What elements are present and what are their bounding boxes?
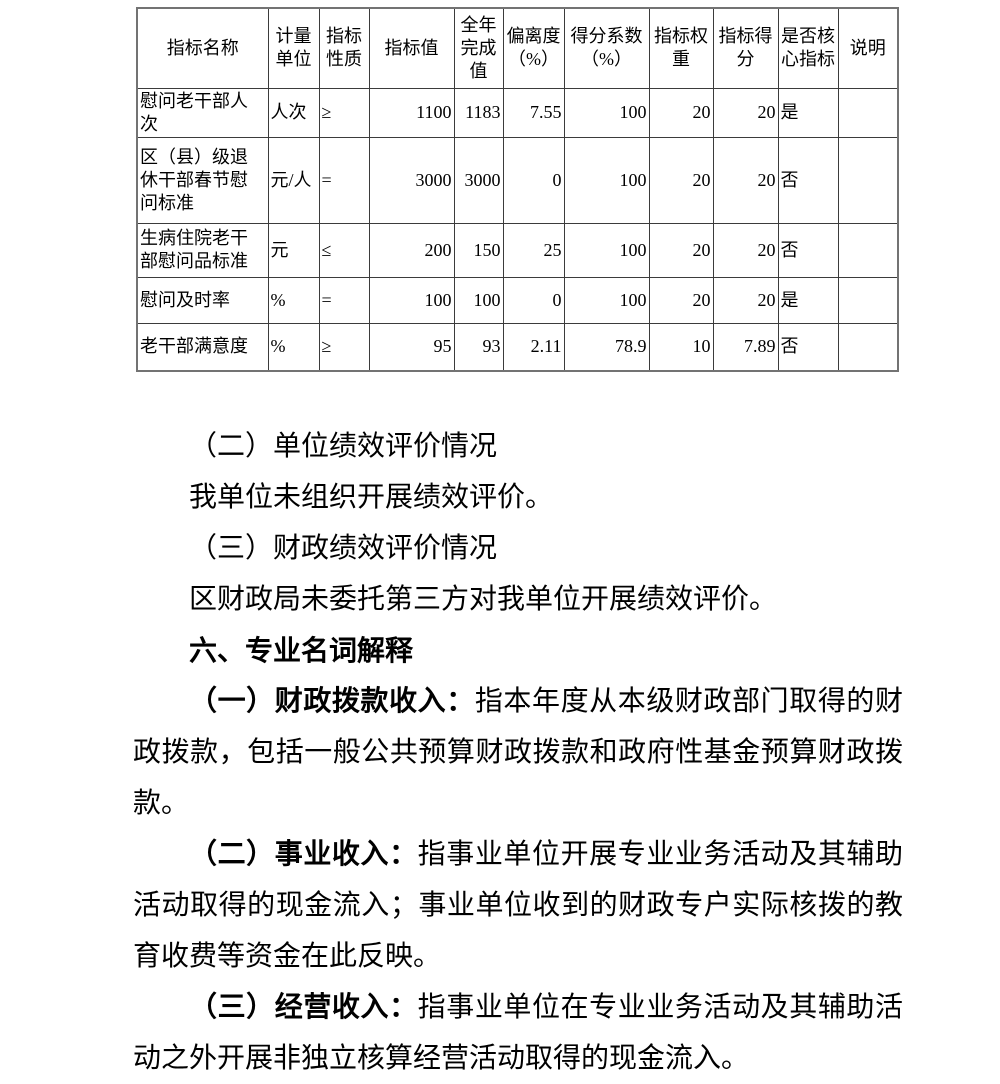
table-header-row: 指标名称 计量单位 指标性质 指标值 全年完成值 偏离度（%） 得分系数（%） … xyxy=(136,7,899,89)
column-header-note: 说明 xyxy=(837,7,899,89)
table-row: 老干部满意度 % ≥ 95 93 2.11 78.9 10 7.89 否 xyxy=(136,322,899,372)
document-body: （二）单位绩效评价情况 我单位未组织开展绩效评价。 （三）财政绩效评价情况 区财… xyxy=(133,421,903,1084)
cell-nature: ≥ xyxy=(318,87,370,138)
column-header-annual-completion: 全年完成值 xyxy=(453,7,504,89)
cell-core-indicator: 否 xyxy=(777,136,839,224)
table-row: 慰问及时率 % = 100 100 0 100 20 20 是 xyxy=(136,276,899,324)
cell-score: 7.89 xyxy=(712,322,779,372)
cell-annual-completion: 150 xyxy=(453,222,504,278)
cell-score-coefficient: 100 xyxy=(563,222,650,278)
indicator-table: 指标名称 计量单位 指标性质 指标值 全年完成值 偏离度（%） 得分系数（%） … xyxy=(136,7,899,372)
cell-indicator-name: 生病住院老干部慰问品标准 xyxy=(136,222,269,278)
cell-annual-completion: 100 xyxy=(453,276,504,324)
cell-weight: 20 xyxy=(648,136,714,224)
table-row: 区（县）级退休干部春节慰问标准 元/人 = 3000 3000 0 100 20… xyxy=(136,136,899,224)
section-title-fiscal-evaluation: （三）财政绩效评价情况 xyxy=(189,533,498,564)
paragraph-term-operating-income: （三）经营收入：指事业单位在专业业务活动及其辅助活动之外开展非独立核算经营活动取… xyxy=(133,982,903,1084)
cell-indicator-name: 老干部满意度 xyxy=(136,322,269,372)
cell-target-value: 3000 xyxy=(368,136,455,224)
table-row: 慰问老干部人次 人次 ≥ 1100 1183 7.55 100 20 20 是 xyxy=(136,87,899,138)
cell-core-indicator: 是 xyxy=(777,87,839,138)
section-heading-terms: 六、专业名词解释 xyxy=(189,635,414,666)
cell-note xyxy=(837,136,899,224)
column-header-score-coefficient: 得分系数（%） xyxy=(563,7,650,89)
cell-weight: 20 xyxy=(648,276,714,324)
cell-core-indicator: 否 xyxy=(777,322,839,372)
section-title-unit-evaluation: （二）单位绩效评价情况 xyxy=(189,431,498,462)
term-lead: （一）财政拨款收入： xyxy=(189,686,475,717)
cell-score: 20 xyxy=(712,222,779,278)
term-lead: （二）事业收入： xyxy=(189,839,418,870)
cell-unit: 元 xyxy=(267,222,320,278)
cell-deviation: 0 xyxy=(502,276,565,324)
cell-weight: 20 xyxy=(648,222,714,278)
cell-weight: 10 xyxy=(648,322,714,372)
cell-deviation: 25 xyxy=(502,222,565,278)
cell-target-value: 100 xyxy=(368,276,455,324)
cell-nature: ≤ xyxy=(318,222,370,278)
cell-annual-completion: 3000 xyxy=(453,136,504,224)
cell-indicator-name: 慰问及时率 xyxy=(136,276,269,324)
cell-deviation: 7.55 xyxy=(502,87,565,138)
cell-unit: 元/人 xyxy=(267,136,320,224)
cell-nature: = xyxy=(318,136,370,224)
cell-score: 20 xyxy=(712,87,779,138)
cell-target-value: 200 xyxy=(368,222,455,278)
cell-target-value: 95 xyxy=(368,322,455,372)
cell-score-coefficient: 100 xyxy=(563,87,650,138)
paragraph-term-business-income: （二）事业收入：指事业单位开展专业业务活动及其辅助活动取得的现金流入；事业单位收… xyxy=(133,829,903,982)
cell-score: 20 xyxy=(712,136,779,224)
cell-target-value: 1100 xyxy=(368,87,455,138)
term-body: 指本年度从本级财政部门取得的财政拨款，包括一般公共预算财政拨款和政府性基金预算财… xyxy=(133,686,903,819)
cell-unit: 人次 xyxy=(267,87,320,138)
cell-deviation: 0 xyxy=(502,136,565,224)
term-body: 指事业单位开展专业业务活动及其辅助活动取得的现金流入；事业单位收到的财政专户实际… xyxy=(133,839,903,972)
column-header-unit: 计量单位 xyxy=(267,7,320,89)
cell-unit: % xyxy=(267,276,320,324)
cell-note xyxy=(837,322,899,372)
cell-core-indicator: 是 xyxy=(777,276,839,324)
term-lead: （三）经营收入： xyxy=(189,992,418,1023)
cell-note xyxy=(837,276,899,324)
column-header-target-value: 指标值 xyxy=(368,7,455,89)
column-header-weight: 指标权重 xyxy=(648,7,714,89)
cell-score-coefficient: 100 xyxy=(563,276,650,324)
column-header-score: 指标得分 xyxy=(712,7,779,89)
cell-unit: % xyxy=(267,322,320,372)
table-body: 慰问老干部人次 人次 ≥ 1100 1183 7.55 100 20 20 是 … xyxy=(136,87,899,372)
cell-nature: = xyxy=(318,276,370,324)
cell-weight: 20 xyxy=(648,87,714,138)
cell-indicator-name: 慰问老干部人次 xyxy=(136,87,269,138)
cell-deviation: 2.11 xyxy=(502,322,565,372)
cell-indicator-name: 区（县）级退休干部春节慰问标准 xyxy=(136,136,269,224)
cell-score-coefficient: 78.9 xyxy=(563,322,650,372)
cell-core-indicator: 否 xyxy=(777,222,839,278)
cell-annual-completion: 93 xyxy=(453,322,504,372)
cell-score: 20 xyxy=(712,276,779,324)
column-header-indicator-name: 指标名称 xyxy=(136,7,269,89)
cell-score-coefficient: 100 xyxy=(563,136,650,224)
paragraph-fiscal-evaluation: 区财政局未委托第三方对我单位开展绩效评价。 xyxy=(189,584,778,615)
cell-nature: ≥ xyxy=(318,322,370,372)
table-row: 生病住院老干部慰问品标准 元 ≤ 200 150 25 100 20 20 否 xyxy=(136,222,899,278)
column-header-core-indicator: 是否核心指标 xyxy=(777,7,839,89)
cell-annual-completion: 1183 xyxy=(453,87,504,138)
cell-note xyxy=(837,222,899,278)
paragraph-term-fiscal-appropriation: （一）财政拨款收入：指本年度从本级财政部门取得的财政拨款，包括一般公共预算财政拨… xyxy=(133,676,903,829)
column-header-nature: 指标性质 xyxy=(318,7,370,89)
paragraph-unit-evaluation: 我单位未组织开展绩效评价。 xyxy=(189,482,554,513)
cell-note xyxy=(837,87,899,138)
column-header-deviation: 偏离度（%） xyxy=(502,7,565,89)
